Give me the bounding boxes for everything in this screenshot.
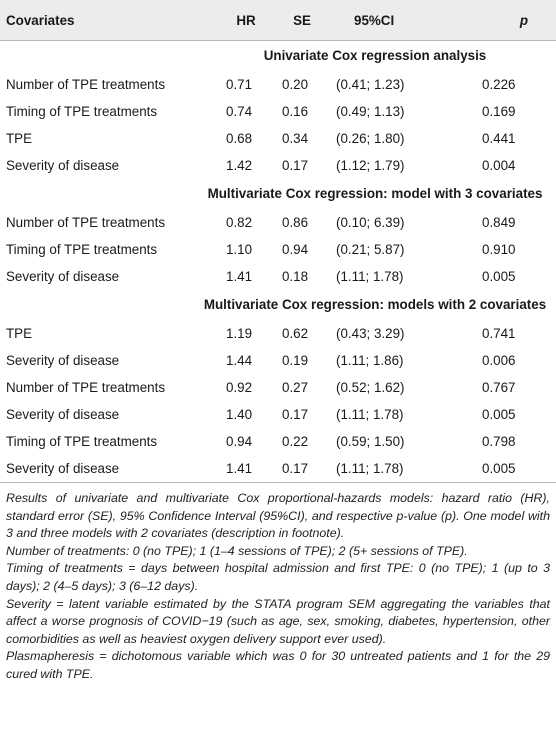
- cell-se: 0.16: [282, 104, 309, 119]
- cell-ci: (1.11; 1.78): [336, 269, 404, 284]
- header-p: p: [468, 0, 556, 41]
- footnote-paragraph: Severity = latent variable estimated by …: [6, 596, 550, 646]
- cell-p: 0.004: [482, 158, 516, 173]
- cell-covariate: Severity of disease: [0, 455, 218, 483]
- cell-se: 0.17: [274, 455, 330, 483]
- table-row: TPE 0.68 0.34 (0.26; 1.80) 0.441: [0, 125, 556, 152]
- cell-ci: (0.21; 5.87): [336, 242, 405, 257]
- cell-covariate: Timing of TPE treatments: [6, 104, 158, 119]
- cell-covariate: Severity of disease: [6, 353, 120, 368]
- cell-se: 0.20: [282, 77, 309, 92]
- cell-hr: 0.92: [226, 380, 253, 395]
- cell-covariate: TPE: [6, 131, 33, 146]
- cell-ci: (1.11; 1.86): [336, 353, 404, 368]
- cell-covariate: Timing of TPE treatments: [6, 242, 158, 257]
- table-row: Severity of disease 1.41 0.17 (1.11; 1.78) 0…: [0, 455, 556, 483]
- cell-p: 0.226: [482, 77, 516, 92]
- header-covariates: Covariates: [0, 0, 218, 41]
- cell-hr: 1.40: [226, 407, 253, 422]
- cell-covariate: Severity of disease: [6, 269, 120, 284]
- cell-se: 0.94: [282, 242, 309, 257]
- cell-hr: 0.82: [226, 215, 253, 230]
- table-row: Timing of TPE treatments 1.10 0.94 (0.21; 5…: [0, 236, 556, 263]
- section-title: Multivariate Cox regression: model with …: [207, 186, 543, 201]
- cell-ci: (0.26; 1.80): [336, 131, 405, 146]
- cell-se: 0.27: [282, 380, 309, 395]
- cell-covariate: Number of TPE treatments: [6, 215, 166, 230]
- cell-covariate: Number of TPE treatments: [6, 380, 166, 395]
- cell-p: 0.798: [482, 434, 516, 449]
- table-body: Univariate Cox regression analysis Number…: [0, 41, 556, 483]
- section-heading-row: Multivariate Cox regression: models with…: [0, 290, 556, 320]
- cell-p: 0.005: [482, 269, 516, 284]
- table-row: Severity of disease 1.42 0.17 (1.12; 1.79) 0…: [0, 152, 556, 179]
- cell-p: 0.006: [482, 353, 516, 368]
- cox-regression-table: Covariates HR SE 95%CI p Univariate Cox …: [0, 0, 556, 483]
- cell-hr: 0.74: [226, 104, 253, 119]
- cell-ci: (0.43; 3.29): [336, 326, 405, 341]
- footnote-paragraph: Number of treatments: 0 (no TPE); 1 (1–4…: [6, 543, 468, 558]
- table-row: Number of TPE treatments 0.92 0.27 (0.52; 1…: [0, 374, 556, 401]
- section-title: Univariate Cox regression analysis: [263, 48, 487, 63]
- table-row: Number of TPE treatments 0.82 0.86 (0.10; 6…: [0, 209, 556, 236]
- cell-p: 0.005: [468, 455, 556, 483]
- table-row: Timing of TPE treatments 0.94 0.22 (0.59; 1…: [0, 428, 556, 455]
- cell-ci: (1.11; 1.78): [330, 455, 468, 483]
- table-row: Severity of disease 1.44 0.19 (1.11; 1.86) 0…: [0, 347, 556, 374]
- footnote-paragraph: Results of univariate and multivariate C…: [6, 491, 550, 541]
- cell-hr: 0.71: [226, 77, 253, 92]
- cell-ci: (1.11; 1.78): [336, 407, 404, 422]
- cell-se: 0.19: [282, 353, 309, 368]
- table-row: TPE 1.19 0.62 (0.43; 3.29) 0.741: [0, 320, 556, 347]
- cell-ci: (0.59; 1.50): [336, 434, 405, 449]
- cell-hr: 1.10: [226, 242, 253, 257]
- cell-covariate: TPE: [6, 326, 33, 341]
- cell-p: 0.441: [482, 131, 516, 146]
- footnote-paragraph: Plasmapheresis = dichotomous variable wh…: [6, 649, 550, 681]
- cell-se: 0.62: [282, 326, 309, 341]
- cell-se: 0.34: [282, 131, 309, 146]
- table-row: Severity of disease 1.41 0.18 (1.11; 1.78) 0…: [0, 263, 556, 290]
- cell-covariate: Timing of TPE treatments: [6, 434, 158, 449]
- cell-ci: (0.52; 1.62): [336, 380, 405, 395]
- table-row: Number of TPE treatments 0.71 0.20 (0.41; 1…: [0, 71, 556, 98]
- cell-p: 0.910: [482, 242, 516, 257]
- cell-covariate: Number of TPE treatments: [6, 77, 166, 92]
- table-row: Timing of TPE treatments 0.74 0.16 (0.49; 1…: [0, 98, 556, 125]
- cell-hr: 1.19: [226, 326, 253, 341]
- cell-p: 0.169: [482, 104, 516, 119]
- cell-hr: 1.44: [226, 353, 253, 368]
- cell-se: 0.22: [282, 434, 309, 449]
- header-se: SE: [274, 0, 330, 41]
- cell-hr: 1.42: [226, 158, 253, 173]
- section-heading-row: Univariate Cox regression analysis: [0, 41, 556, 72]
- header-ci: 95%CI: [330, 0, 468, 41]
- cell-hr: 0.68: [226, 131, 253, 146]
- cell-ci: (0.49; 1.13): [336, 104, 405, 119]
- cell-ci: (0.41; 1.23): [336, 77, 405, 92]
- cell-covariate: Severity of disease: [6, 158, 120, 173]
- cell-se: 0.86: [282, 215, 309, 230]
- cell-p: 0.005: [482, 407, 516, 422]
- cell-hr: 1.41: [218, 455, 274, 483]
- cell-p: 0.849: [482, 215, 516, 230]
- cell-ci: (1.12; 1.79): [336, 158, 405, 173]
- cell-se: 0.17: [282, 158, 309, 173]
- table-header-row: Covariates HR SE 95%CI p: [0, 0, 556, 41]
- table-footnotes: Results of univariate and multivariate C…: [0, 483, 556, 684]
- header-hr: HR: [218, 0, 274, 41]
- section-title: Multivariate Cox regression: models with…: [203, 297, 547, 312]
- cell-se: 0.18: [282, 269, 309, 284]
- cell-hr: 0.94: [226, 434, 253, 449]
- cell-hr: 1.41: [226, 269, 253, 284]
- cell-ci: (0.10; 6.39): [336, 215, 405, 230]
- footnote-paragraph: Timing of treatments = days between hosp…: [6, 561, 550, 593]
- cell-se: 0.17: [282, 407, 309, 422]
- section-heading-row: Multivariate Cox regression: model with …: [0, 179, 556, 209]
- table-row: Severity of disease 1.40 0.17 (1.11; 1.78) 0…: [0, 401, 556, 428]
- cell-p: 0.767: [482, 380, 516, 395]
- cell-p: 0.741: [482, 326, 516, 341]
- cell-covariate: Severity of disease: [6, 407, 120, 422]
